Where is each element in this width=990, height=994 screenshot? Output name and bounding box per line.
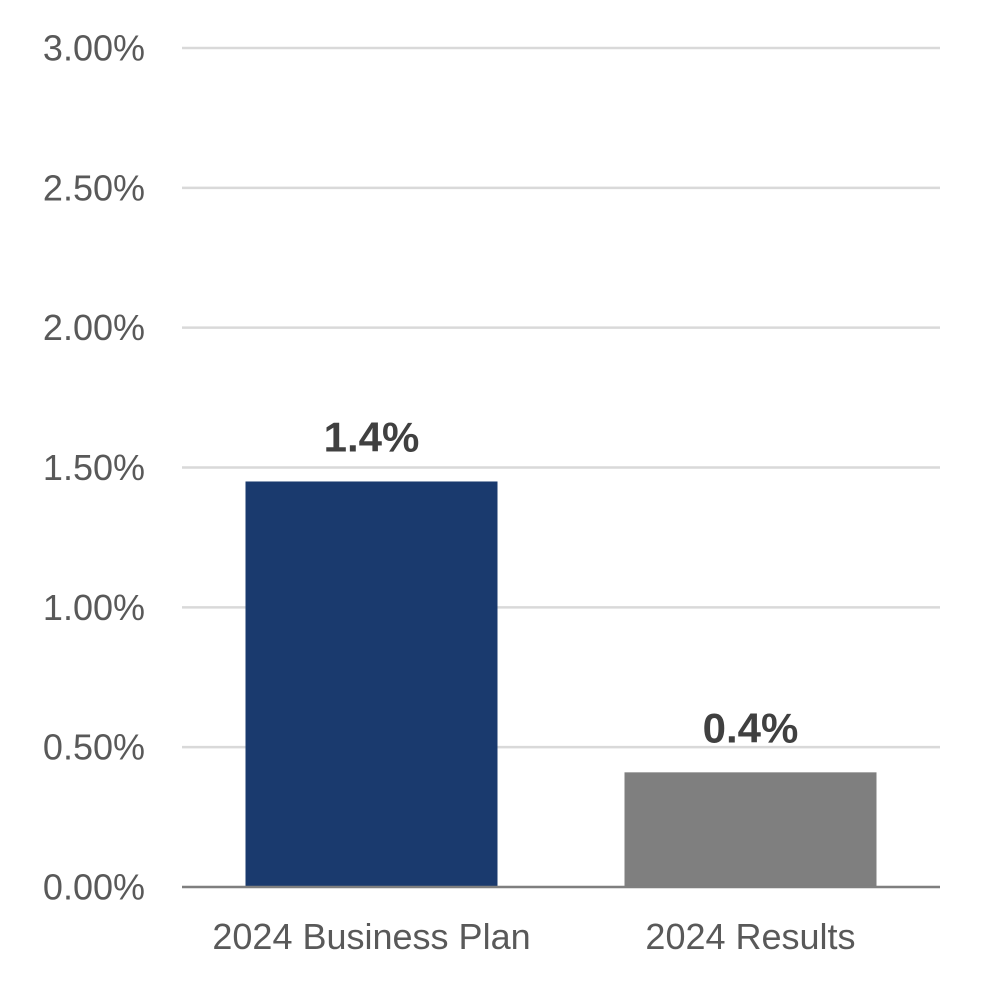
data-label: 1.4%: [324, 413, 420, 460]
axes: 0.00% 0.50% 1.00% 1.50% 2.00% 2.50% 3.00%: [43, 28, 940, 908]
bar: [245, 481, 498, 887]
x-category-label: 2024 Results: [645, 916, 855, 957]
y-tick-label: 1.00%: [43, 587, 145, 628]
bars: [245, 481, 877, 887]
data-label: 0.4%: [703, 704, 799, 751]
y-tick-label: 1.50%: [43, 447, 145, 488]
y-tick-label: 2.50%: [43, 167, 145, 208]
y-tick-label: 0.50%: [43, 727, 145, 768]
y-tick-label: 3.00%: [43, 28, 145, 69]
y-tick-label: 0.00%: [43, 867, 145, 908]
bar: [624, 772, 877, 887]
y-tick-label: 2.00%: [43, 307, 145, 348]
x-category-label: 2024 Business Plan: [212, 916, 530, 957]
labels: 1.4% 2024 Business Plan 0.4% 2024 Results: [212, 413, 855, 957]
